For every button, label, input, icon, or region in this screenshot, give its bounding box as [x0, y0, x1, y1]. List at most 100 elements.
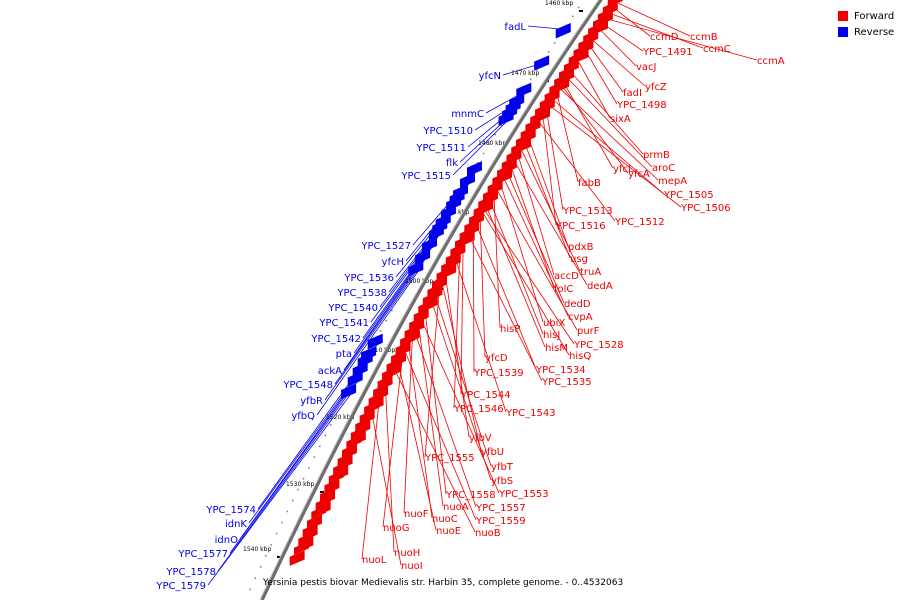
- forward-gene-label: ccmC: [703, 44, 731, 55]
- forward-gene-label: fadI: [623, 88, 642, 99]
- forward-callout: [585, 50, 618, 105]
- forward-callout: [504, 179, 569, 317]
- reverse-gene-label: idnO: [215, 535, 238, 546]
- forward-callout: [479, 220, 486, 358]
- reverse-gene-label: yfbQ: [291, 411, 315, 422]
- callout-lines: [207, 2, 758, 586]
- track-dot: [488, 143, 491, 145]
- reverse-gene: [415, 248, 431, 265]
- forward-gene: [511, 141, 527, 155]
- forward-gene-label: nuoF: [404, 509, 429, 520]
- forward-gene-label: hisQ: [569, 351, 591, 362]
- reverse-gene: [352, 361, 368, 378]
- forward-gene-label: yfcL: [613, 164, 634, 175]
- forward-gene: [382, 366, 398, 381]
- forward-gene-label: hisM: [545, 343, 568, 354]
- forward-callout: [442, 285, 482, 452]
- reverse-gene-label: pta: [336, 349, 352, 360]
- forward-callout: [485, 211, 575, 345]
- forward-swatch: [838, 11, 848, 21]
- forward-gene-label: YPC_1534: [535, 365, 586, 376]
- backbone-arc: [260, 0, 603, 600]
- forward-gene-label: nuoB: [475, 528, 501, 539]
- forward-callout: [486, 208, 546, 348]
- forward-gene: [346, 435, 362, 449]
- reverse-gene: [408, 260, 424, 277]
- reverse-callout: [229, 368, 366, 554]
- forward-gene: [418, 299, 434, 314]
- track-dot: [379, 330, 382, 332]
- forward-callout: [571, 72, 644, 155]
- reverse-gene: [347, 371, 363, 387]
- tick-label: 1510 kbp: [367, 347, 395, 354]
- map-caption: Yersinia pestis biovar Medievalis str. H…: [263, 578, 624, 588]
- forward-callout: [500, 185, 544, 323]
- forward-gene-label: purF: [577, 326, 600, 337]
- forward-gene-label: nuoH: [394, 548, 420, 559]
- forward-gene-label: aroC: [652, 163, 675, 174]
- forward-gene-label: YPC_1512: [614, 217, 665, 228]
- forward-callout: [514, 162, 588, 286]
- forward-gene-label: ubiX: [543, 318, 565, 329]
- forward-gene-label: ccmD: [650, 32, 679, 43]
- reverse-gene-label: YPC_1579: [155, 581, 206, 592]
- track-dot: [391, 309, 393, 312]
- reverse-gene: [341, 383, 357, 400]
- forward-gene-label: YPC_1506: [680, 203, 731, 214]
- reverse-callout: [324, 255, 428, 401]
- forward-gene-label: yfbV: [469, 433, 492, 444]
- forward-gene-label: usg: [570, 254, 588, 265]
- forward-gene: [568, 51, 584, 65]
- reverse-gene: [428, 225, 444, 241]
- track-dot: [249, 588, 251, 591]
- reverse-swatch: [838, 27, 848, 37]
- forward-gene-label: YPC_1505: [663, 190, 714, 201]
- forward-callout: [610, 13, 704, 49]
- track-dot: [529, 78, 532, 80]
- forward-callout: [539, 122, 616, 222]
- forward-callout: [589, 45, 624, 93]
- forward-gene: [324, 478, 340, 495]
- forward-callout: [398, 365, 437, 531]
- forward-callout: [528, 139, 569, 247]
- gene-blocks: [289, 0, 623, 566]
- forward-callout: [599, 29, 637, 67]
- track-dot: [324, 434, 326, 437]
- forward-callout: [560, 89, 659, 181]
- forward-callout: [432, 303, 492, 481]
- track-dot: [319, 445, 321, 448]
- forward-gene-label: yfbU: [481, 447, 504, 458]
- reverse-gene-label: mnmC: [451, 109, 484, 120]
- tick-label: 1480 kbp: [478, 140, 506, 147]
- forward-gene-label: YPC_1544: [460, 390, 511, 401]
- legend: Forward Reverse: [838, 9, 894, 41]
- reverse-gene-label: yfbR: [300, 396, 323, 407]
- track-dot: [476, 162, 479, 164]
- reverse-callout: [217, 377, 361, 572]
- forward-callout: [518, 156, 555, 276]
- track-dot: [313, 456, 316, 458]
- forward-gene-label: pdxB: [568, 242, 594, 253]
- reverse-gene-label: YPC_1541: [318, 318, 369, 329]
- track-dot: [547, 51, 550, 53]
- forward-gene: [400, 333, 416, 347]
- track-dot: [259, 566, 262, 568]
- reverse-gene-label: yfcH: [382, 257, 404, 268]
- forward-callout: [564, 83, 614, 169]
- forward-callout: [455, 261, 507, 413]
- forward-callout: [592, 40, 646, 87]
- forward-gene-label: nuoE: [436, 526, 461, 537]
- reverse-gene: [421, 236, 437, 253]
- forward-gene: [549, 80, 565, 95]
- forward-gene: [530, 110, 546, 125]
- forward-gene-label: nuoG: [383, 523, 410, 534]
- forward-callout: [469, 237, 543, 382]
- tick-label: 1540 kbp: [243, 546, 271, 553]
- track-dot: [291, 499, 294, 502]
- forward-gene-label: dedD: [564, 299, 591, 310]
- forward-callout: [453, 255, 461, 409]
- forward-callout: [603, 24, 644, 52]
- forward-gene-label: fabB: [578, 178, 601, 189]
- forward-callout: [483, 214, 570, 356]
- forward-gene-label: YPC_1539: [473, 368, 524, 379]
